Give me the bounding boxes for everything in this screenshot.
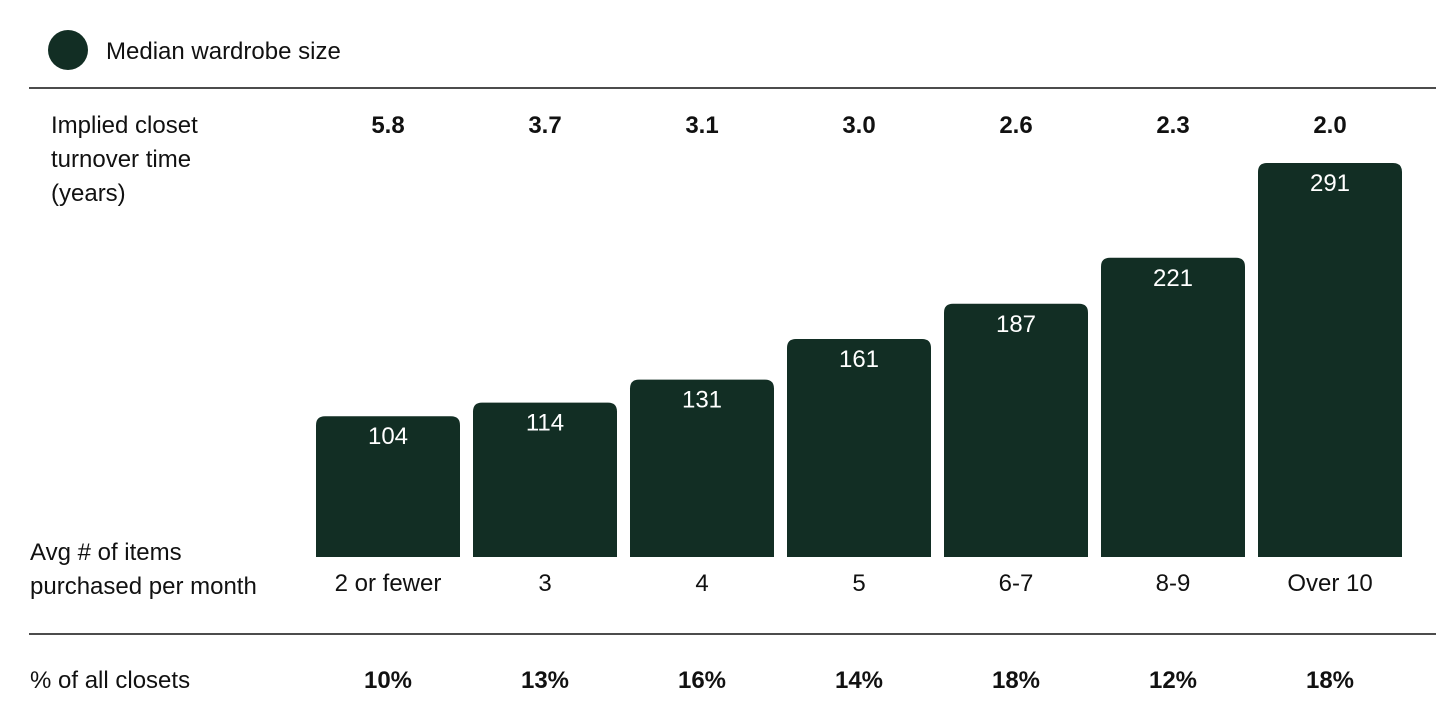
bar-value-label-1: 104	[368, 423, 408, 450]
turnover-row-label-line-2: turnover time	[51, 146, 191, 173]
legend: Median wardrobe size	[48, 30, 341, 70]
category-label-2: 3	[538, 570, 551, 597]
turnover-value-4: 3.0	[842, 112, 875, 139]
turnover-row-label-line-1: Implied closet	[51, 112, 198, 139]
category-label-1: 2 or fewer	[335, 570, 442, 597]
bar-7	[1258, 163, 1402, 557]
category-label-3: 4	[695, 570, 708, 597]
bar-value-label-6: 221	[1153, 265, 1193, 292]
bar-value-label-5: 187	[996, 311, 1036, 338]
category-label-6: 8-9	[1156, 570, 1191, 597]
bar-1	[316, 416, 460, 557]
items-row-label-line-1: Avg # of items	[30, 539, 182, 566]
share-value-2: 13%	[521, 667, 569, 694]
bar-value-label-3: 131	[682, 387, 722, 414]
turnover-value-2: 3.7	[528, 112, 561, 139]
legend-label: Median wardrobe size	[106, 38, 341, 65]
bars	[316, 163, 1402, 557]
items-row-label-line-2: purchased per month	[30, 573, 257, 600]
share-value-3: 16%	[678, 667, 726, 694]
turnover-row-label-line-3: (years)	[51, 180, 126, 207]
turnover-value-1: 5.8	[371, 112, 404, 139]
share-values: 10% 13% 16% 14% 18% 12% 18%	[364, 667, 1354, 694]
turnover-value-6: 2.3	[1156, 112, 1189, 139]
bar-value-labels: 104 114 131 161 187 221 291	[368, 170, 1350, 450]
share-value-4: 14%	[835, 667, 883, 694]
turnover-value-5: 2.6	[999, 112, 1032, 139]
turnover-value-7: 2.0	[1313, 112, 1346, 139]
category-label-5: 6-7	[999, 570, 1034, 597]
share-value-1: 10%	[364, 667, 412, 694]
share-row-label: % of all closets	[30, 667, 190, 694]
category-label-4: 5	[852, 570, 865, 597]
bar-value-label-7: 291	[1310, 170, 1350, 197]
turnover-value-3: 3.1	[685, 112, 718, 139]
category-labels: 2 or fewer 3 4 5 6-7 8-9 Over 10	[335, 570, 1373, 597]
legend-swatch	[48, 30, 88, 70]
bar-value-label-4: 161	[839, 346, 879, 373]
bar-4	[787, 339, 931, 557]
bar-6	[1101, 257, 1245, 557]
category-label-7: Over 10	[1287, 570, 1372, 597]
bar-2	[473, 402, 617, 557]
bar-5	[944, 303, 1088, 557]
bar-3	[630, 379, 774, 557]
share-value-6: 12%	[1149, 667, 1197, 694]
share-value-7: 18%	[1306, 667, 1354, 694]
share-value-5: 18%	[992, 667, 1040, 694]
bar-value-label-2: 114	[526, 410, 564, 437]
turnover-values: 5.8 3.7 3.1 3.0 2.6 2.3 2.0	[371, 112, 1346, 139]
